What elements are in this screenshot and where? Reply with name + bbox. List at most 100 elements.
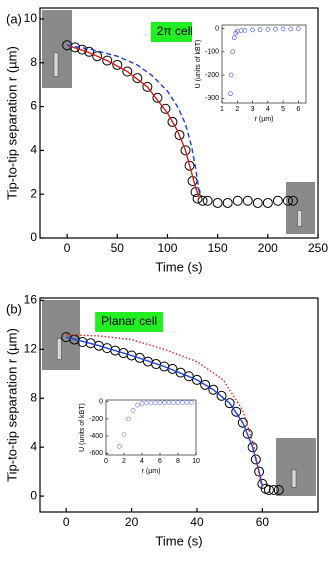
data-point (242, 428, 253, 439)
data-point (126, 416, 131, 422)
y-tick-label: 0 (215, 25, 219, 32)
x-tick-label: 200 (258, 241, 278, 255)
data-point (122, 66, 133, 77)
data-point (224, 398, 235, 409)
y-tick-label: 8 (30, 390, 37, 404)
data-point (77, 44, 88, 55)
fit-line (66, 44, 201, 199)
x-tick-label: 0 (64, 241, 71, 255)
x-tick-label: 50 (111, 241, 125, 255)
y-tick-label: 4 (30, 143, 37, 157)
data-point (130, 408, 136, 413)
data-point (180, 145, 191, 156)
data-point (132, 73, 143, 84)
data-point (287, 195, 298, 206)
data-point (263, 484, 274, 495)
data-point (273, 484, 284, 495)
rod (291, 469, 297, 488)
data-point (257, 478, 268, 489)
data-point (160, 103, 171, 114)
x-tick-label: 2 (235, 106, 239, 113)
fit-line (66, 44, 201, 195)
y-tick-label: 4 (30, 439, 37, 453)
rod (56, 338, 62, 360)
x-tick-label: 250 (308, 241, 328, 255)
plot-frame (39, 297, 319, 513)
x-tick-label: 40 (190, 515, 204, 529)
y-axis-label: U (units of kBT) (79, 403, 86, 452)
plot-frame (221, 24, 307, 104)
x-tick-label: 8 (176, 458, 180, 465)
x-tick-label: 10 (192, 458, 200, 465)
data-point (142, 81, 153, 92)
data-point (231, 35, 237, 41)
data-point (102, 55, 113, 66)
y-tick-label: -100 (205, 49, 219, 56)
y-tick-label: -200 (205, 72, 219, 79)
data-point (257, 27, 263, 32)
x-tick-label: 6 (158, 458, 162, 465)
data-point (62, 40, 73, 51)
data-point (280, 26, 286, 32)
x-tick-label: 20 (125, 515, 139, 529)
y-tick-label: 0 (30, 230, 37, 244)
data-point (191, 374, 202, 385)
fit-line (66, 334, 262, 485)
y-tick-label: 6 (30, 99, 37, 113)
annotation: Planar cell (101, 314, 157, 328)
plot-frame (105, 399, 197, 456)
data-point (242, 28, 248, 33)
data-point (144, 400, 149, 406)
data-point (212, 197, 223, 208)
data-point (230, 49, 235, 55)
data-point (184, 400, 190, 405)
plot-frame (39, 7, 319, 239)
data-point (296, 26, 301, 32)
x-tick-label: 150 (208, 241, 228, 255)
data-point (152, 92, 163, 103)
data-point (135, 402, 140, 408)
data-point (242, 195, 253, 206)
data-point (282, 195, 293, 206)
data-point (202, 195, 213, 206)
data-point (171, 400, 176, 405)
rod (53, 52, 59, 77)
y-tick-label: 16 (24, 293, 38, 307)
data-point (175, 400, 181, 405)
data-point (92, 51, 103, 62)
data-point (121, 432, 127, 437)
annotation: 2π cell (157, 24, 193, 38)
data-point (175, 367, 186, 378)
x-tick-label: 1 (220, 106, 224, 113)
data-point (268, 484, 279, 495)
x-tick-label: 60 (256, 515, 270, 529)
x-axis-label: Time (s) (155, 533, 202, 548)
data-point (228, 72, 234, 78)
data-point (174, 130, 185, 141)
data-point (139, 401, 145, 406)
data-point (184, 160, 195, 171)
data-point (272, 195, 283, 206)
data-point (189, 400, 194, 405)
x-tick-label: 6 (296, 106, 300, 113)
y-tick-label: 10 (24, 11, 38, 25)
data-point (250, 27, 255, 33)
y-axis-label: Tip-to-tip separation r (µm) (4, 46, 19, 200)
fit-line (66, 336, 264, 487)
data-point (148, 400, 154, 406)
data-point (112, 59, 123, 70)
y-tick-label: -300 (205, 95, 219, 102)
y-tick-label: 0 (99, 399, 103, 406)
panel-label: (a) (6, 11, 22, 26)
data-point (167, 363, 178, 374)
data-point (153, 400, 158, 406)
x-tick-label: 4 (140, 458, 144, 465)
data-point (117, 444, 122, 449)
inset-background (192, 19, 312, 127)
x-tick-label: 2 (122, 458, 126, 465)
x-tick-label: 100 (157, 241, 177, 255)
data-point (231, 406, 242, 417)
x-axis-label: r (µm) (255, 116, 274, 123)
data-point (273, 26, 278, 32)
